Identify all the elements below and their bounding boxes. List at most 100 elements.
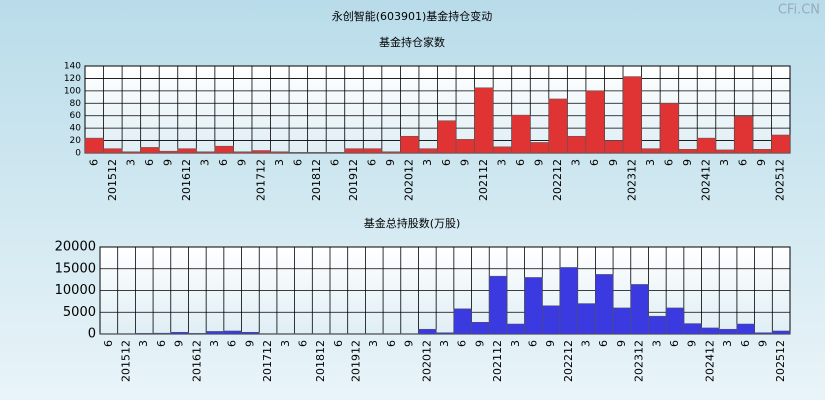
bar <box>715 149 735 154</box>
x-tick-label: 6 <box>385 340 398 347</box>
bar <box>152 332 172 335</box>
bar <box>548 98 568 154</box>
x-tick-label: 202112 <box>491 340 504 382</box>
bar <box>455 139 475 154</box>
x-tick-label: 3 <box>644 159 657 166</box>
x-tick-label: 3 <box>580 340 593 347</box>
bar <box>506 323 525 335</box>
bar <box>641 148 661 154</box>
bar <box>604 140 624 154</box>
bar <box>492 146 512 154</box>
x-tick-label: 6 <box>217 159 230 166</box>
x-tick-label: 6 <box>87 159 100 166</box>
bar <box>622 76 642 154</box>
x-tick-label: 3 <box>495 159 508 166</box>
x-tick-label: 201712 <box>261 340 274 382</box>
x-tick-label: 201612 <box>180 159 193 201</box>
x-tick-label: 6 <box>514 159 527 166</box>
x-tick-label: 3 <box>509 340 522 347</box>
x-tick-label: 9 <box>384 159 397 166</box>
x-tick-label: 6 <box>366 159 379 166</box>
x-tick-label: 6 <box>155 340 168 347</box>
bar <box>177 148 197 154</box>
y-tick-label: 10000 <box>55 283 96 298</box>
y-tick-label: 5000 <box>63 305 96 320</box>
x-tick-label: 3 <box>137 340 150 347</box>
x-tick-label: 6 <box>668 340 681 347</box>
x-tick-label: 6 <box>737 159 750 166</box>
bar <box>437 120 457 154</box>
bar <box>648 315 667 335</box>
x-tick-label: 9 <box>236 159 249 166</box>
y-tick-label: 40 <box>70 124 82 134</box>
y-tick-label: 15000 <box>55 261 96 276</box>
bar <box>542 305 561 335</box>
bar <box>630 284 649 335</box>
x-tick-label: 202412 <box>703 340 716 382</box>
x-tick-label: 6 <box>328 159 341 166</box>
x-tick-label: 9 <box>243 340 256 347</box>
bar <box>696 137 717 154</box>
x-tick-label: 201512 <box>106 159 119 201</box>
x-tick-label: 201812 <box>310 159 323 201</box>
x-tick-label: 9 <box>403 340 416 347</box>
bar <box>418 328 437 335</box>
x-tick-label: 9 <box>686 340 699 347</box>
x-tick-label: 3 <box>367 340 380 347</box>
x-tick-label: 6 <box>291 159 304 166</box>
x-tick-label: 3 <box>650 340 663 347</box>
bar <box>577 303 596 335</box>
bar <box>471 322 490 335</box>
x-tick-label: 9 <box>173 340 186 347</box>
x-tick-label: 3 <box>279 340 292 347</box>
page-title: 永创智能(603901)基金持仓变动 <box>332 9 493 23</box>
bar <box>288 152 308 154</box>
bar <box>659 103 679 154</box>
bar <box>251 150 271 154</box>
x-tick-label: 9 <box>161 159 174 166</box>
bar <box>307 152 327 154</box>
x-tick-label: 201912 <box>347 159 360 201</box>
bar <box>121 151 141 154</box>
bar <box>453 308 472 335</box>
bar <box>270 151 290 154</box>
x-tick-label: 202012 <box>420 340 433 382</box>
x-tick-label: 6 <box>597 340 610 347</box>
x-tick-label: 9 <box>544 340 557 347</box>
bar <box>678 149 698 154</box>
y-tick-label: 120 <box>64 74 81 84</box>
bar <box>381 151 401 154</box>
y-tick-label: 60 <box>70 111 82 121</box>
bar <box>135 333 154 335</box>
x-tick-label: 6 <box>332 340 345 347</box>
x-tick-label: 201712 <box>254 159 267 201</box>
bar <box>752 149 772 154</box>
bar <box>718 328 738 335</box>
bar <box>665 307 685 335</box>
x-tick-label: 6 <box>296 340 309 347</box>
y-tick-label: 0 <box>75 149 81 159</box>
y-tick-label: 20 <box>70 136 82 146</box>
chart-title: 基金总持股数(万股) <box>364 216 461 230</box>
bar <box>325 152 345 154</box>
bar <box>612 307 632 335</box>
x-tick-label: 202212 <box>562 340 575 382</box>
bar <box>772 330 791 335</box>
bar <box>435 332 455 335</box>
bar <box>140 147 160 154</box>
x-tick-label: 202512 <box>774 159 787 201</box>
bar <box>241 332 260 335</box>
bar <box>233 151 253 154</box>
bar <box>559 267 578 335</box>
x-tick-label: 9 <box>473 340 486 347</box>
bar <box>223 330 242 335</box>
x-tick-label: 6 <box>102 340 115 347</box>
bar <box>754 332 773 335</box>
y-tick-label: 80 <box>70 99 82 109</box>
bar <box>736 323 755 335</box>
x-tick-label: 202212 <box>551 159 564 201</box>
bar <box>103 148 123 154</box>
x-tick-label: 201812 <box>314 340 327 382</box>
x-tick-label: 9 <box>458 159 471 166</box>
x-tick-label: 3 <box>273 159 286 166</box>
